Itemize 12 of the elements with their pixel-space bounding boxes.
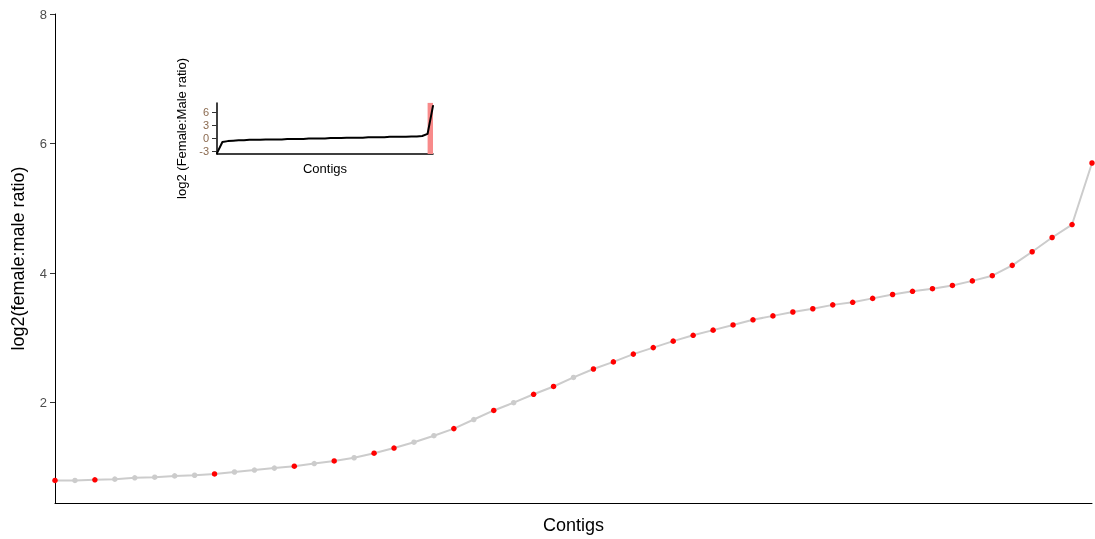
y-tick-label: 4: [39, 265, 47, 281]
y-tick-label: 8: [39, 6, 47, 22]
y-tick-label: -3: [199, 144, 209, 157]
y-tick-label: 6: [39, 136, 47, 152]
x-axis-title: Contigs: [302, 161, 348, 176]
y-axis-title: log2(female:male ratio): [8, 166, 28, 351]
y-tick-label: 2: [39, 395, 47, 411]
y-tick-label: 6: [202, 106, 209, 119]
y-tick-label: 3: [202, 119, 209, 132]
y-axis-title: log2 (Female:Male ratio): [174, 58, 190, 199]
y-tick-label: 0: [202, 132, 209, 145]
x-axis-title: Contigs: [542, 515, 605, 535]
